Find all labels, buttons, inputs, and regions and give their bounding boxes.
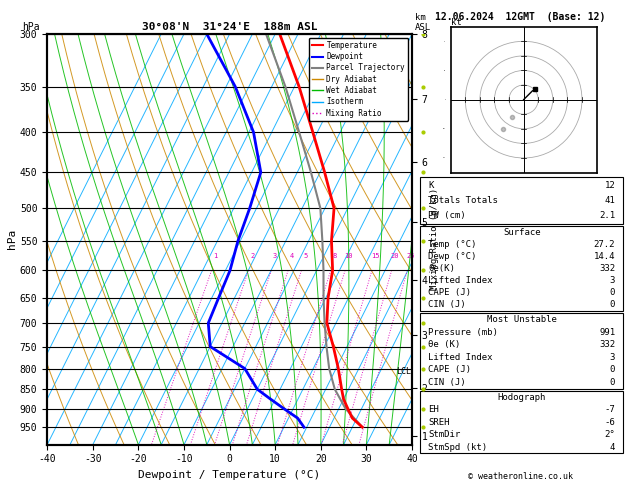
Text: km
ASL: km ASL (415, 13, 431, 32)
Text: 0: 0 (610, 288, 615, 297)
Text: 3: 3 (610, 276, 615, 285)
Text: 10: 10 (344, 253, 353, 259)
Text: 2.1: 2.1 (599, 211, 615, 220)
Text: 3: 3 (610, 353, 615, 362)
Text: Hodograph: Hodograph (498, 393, 546, 402)
Text: 14.4: 14.4 (594, 252, 615, 261)
Text: 2°: 2° (604, 430, 615, 439)
Text: Totals Totals: Totals Totals (428, 196, 498, 205)
Text: Most Unstable: Most Unstable (487, 315, 557, 324)
Text: Surface: Surface (503, 227, 540, 237)
Text: 4: 4 (610, 443, 615, 451)
Text: 20: 20 (391, 253, 399, 259)
Text: 0: 0 (610, 365, 615, 375)
Text: 3: 3 (273, 253, 277, 259)
Text: StmSpd (kt): StmSpd (kt) (428, 443, 487, 451)
Text: 0: 0 (610, 300, 615, 310)
Text: 1: 1 (213, 253, 218, 259)
Text: SREH: SREH (428, 418, 450, 427)
Text: kt: kt (451, 17, 462, 27)
Text: θe (K): θe (K) (428, 340, 460, 349)
Text: Lifted Index: Lifted Index (428, 276, 493, 285)
Y-axis label: hPa: hPa (7, 229, 17, 249)
Text: hPa: hPa (22, 21, 40, 32)
Text: 332: 332 (599, 340, 615, 349)
Text: 27.2: 27.2 (594, 240, 615, 249)
Text: Temp (°C): Temp (°C) (428, 240, 477, 249)
X-axis label: Dewpoint / Temperature (°C): Dewpoint / Temperature (°C) (138, 470, 321, 480)
Text: LCL: LCL (396, 367, 411, 377)
Text: CIN (J): CIN (J) (428, 378, 466, 387)
Text: CAPE (J): CAPE (J) (428, 288, 471, 297)
Text: -7: -7 (604, 405, 615, 415)
Text: 5: 5 (303, 253, 308, 259)
Text: 25: 25 (406, 253, 415, 259)
Text: K: K (428, 181, 433, 190)
Text: CIN (J): CIN (J) (428, 300, 466, 310)
Text: Dewp (°C): Dewp (°C) (428, 252, 477, 261)
Text: 12: 12 (604, 181, 615, 190)
Text: θe(K): θe(K) (428, 264, 455, 273)
Text: 332: 332 (599, 264, 615, 273)
Text: CAPE (J): CAPE (J) (428, 365, 471, 375)
Text: -6: -6 (604, 418, 615, 427)
Text: 0: 0 (610, 378, 615, 387)
Y-axis label: Mixing Ratio (g/kg): Mixing Ratio (g/kg) (430, 188, 440, 291)
Text: EH: EH (428, 405, 439, 415)
Title: 30°08'N  31°24'E  188m ASL: 30°08'N 31°24'E 188m ASL (142, 22, 318, 32)
Text: 41: 41 (604, 196, 615, 205)
Text: Lifted Index: Lifted Index (428, 353, 493, 362)
Text: 15: 15 (371, 253, 380, 259)
Text: 2: 2 (250, 253, 255, 259)
Text: Pressure (mb): Pressure (mb) (428, 328, 498, 337)
Text: 12.06.2024  12GMT  (Base: 12): 12.06.2024 12GMT (Base: 12) (435, 12, 606, 22)
Text: 8: 8 (332, 253, 337, 259)
Legend: Temperature, Dewpoint, Parcel Trajectory, Dry Adiabat, Wet Adiabat, Isotherm, Mi: Temperature, Dewpoint, Parcel Trajectory… (309, 38, 408, 121)
Text: PW (cm): PW (cm) (428, 211, 466, 220)
Text: 991: 991 (599, 328, 615, 337)
Text: StmDir: StmDir (428, 430, 460, 439)
Text: 4: 4 (290, 253, 294, 259)
Text: © weatheronline.co.uk: © weatheronline.co.uk (468, 472, 573, 481)
